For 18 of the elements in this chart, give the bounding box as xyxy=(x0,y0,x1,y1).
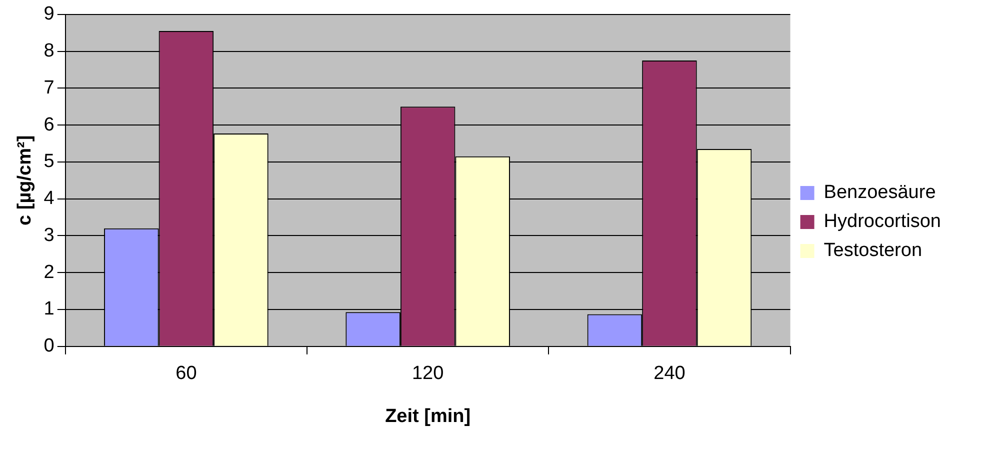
y-tick-label: 2 xyxy=(44,262,54,283)
x-axis-title: Zeit [min] xyxy=(385,406,471,427)
legend-label: Benzoesäure xyxy=(824,182,936,204)
y-tick-label: 4 xyxy=(44,188,55,210)
y-tick-label: 9 xyxy=(44,4,54,25)
legend-label: Testosteron xyxy=(824,240,922,262)
y-tick-label: 3 xyxy=(44,224,54,246)
y-tick-label: 0 xyxy=(44,336,54,357)
x-tick-label: 240 xyxy=(654,363,686,384)
y-tick-label: 1 xyxy=(44,298,54,320)
y-tick-label: 8 xyxy=(44,40,54,62)
legend-label: Hydrocortison xyxy=(824,211,942,232)
x-tick-label: 120 xyxy=(412,363,444,384)
y-tick-label: 7 xyxy=(44,77,54,98)
y-tick-label: 5 xyxy=(44,151,54,172)
y-tick-label: 6 xyxy=(44,114,54,136)
y-axis-title: c [µg/cm²] xyxy=(14,135,36,226)
x-tick-label: 60 xyxy=(176,363,197,384)
